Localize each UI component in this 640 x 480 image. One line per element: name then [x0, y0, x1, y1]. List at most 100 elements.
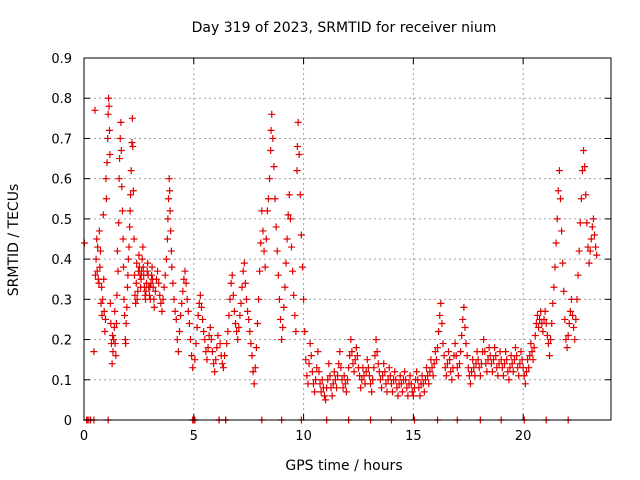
data-point — [574, 271, 582, 279]
x-tick-label: 10 — [295, 429, 312, 444]
data-point — [593, 251, 601, 259]
data-point — [90, 348, 98, 356]
data-point — [166, 207, 174, 215]
y-tick-labels: 0 0.1 0.2 0.3 0.4 0.5 0.6 0.7 0.8 0.9 — [51, 52, 72, 429]
data-point — [143, 267, 151, 275]
data-point — [527, 340, 535, 348]
data-point — [91, 271, 99, 279]
data-point — [105, 126, 113, 134]
data-point — [347, 336, 355, 344]
data-point — [178, 299, 186, 307]
data-point — [118, 207, 126, 215]
data-point — [111, 340, 119, 348]
data-point — [564, 332, 572, 340]
data-point — [203, 356, 211, 364]
data-point — [386, 372, 394, 380]
data-point — [540, 315, 548, 323]
data-point — [306, 340, 314, 348]
data-point — [195, 299, 203, 307]
data-point — [183, 295, 191, 303]
data-point — [581, 163, 589, 171]
data-point — [250, 380, 258, 388]
data-point — [165, 175, 173, 183]
data-point — [460, 303, 468, 311]
data-point — [350, 368, 358, 376]
data-point — [362, 368, 370, 376]
data-point — [441, 364, 449, 372]
data-point — [585, 259, 593, 267]
data-point — [325, 360, 333, 368]
data-point — [154, 267, 162, 275]
data-point — [544, 340, 552, 348]
data-point — [247, 340, 255, 348]
data-point — [345, 364, 353, 372]
data-point — [279, 323, 287, 331]
data-point — [112, 319, 120, 327]
data-point — [402, 376, 410, 384]
data-point — [351, 356, 359, 364]
y-tick-label: 0.8 — [51, 92, 72, 107]
data-point — [126, 223, 134, 231]
data-point — [505, 376, 513, 384]
data-point — [398, 388, 406, 396]
data-point — [488, 368, 496, 376]
data-point — [188, 352, 196, 360]
data-point — [560, 287, 568, 295]
data-point — [157, 299, 165, 307]
data-point — [204, 344, 212, 352]
data-point — [133, 295, 141, 303]
data-point — [228, 271, 236, 279]
data-point — [281, 283, 289, 291]
data-point — [235, 323, 243, 331]
data-point — [300, 295, 308, 303]
data-point — [511, 344, 519, 352]
data-point — [393, 384, 401, 392]
data-point — [415, 384, 423, 392]
data-point — [498, 364, 506, 372]
data-point — [516, 360, 524, 368]
data-point — [333, 384, 341, 392]
data-point — [335, 360, 343, 368]
data-point — [234, 336, 242, 344]
data-point — [255, 295, 263, 303]
data-point — [232, 319, 240, 327]
data-point — [138, 255, 146, 263]
data-point — [346, 352, 354, 360]
data-point — [117, 118, 125, 126]
data-point — [558, 227, 566, 235]
data-point — [252, 344, 260, 352]
data-point — [550, 283, 558, 291]
data-point — [431, 348, 439, 356]
data-point — [104, 110, 112, 118]
data-point — [298, 263, 306, 271]
data-point — [588, 223, 596, 231]
data-point — [420, 388, 428, 396]
data-point — [575, 247, 583, 255]
data-point — [455, 360, 463, 368]
data-point — [103, 159, 111, 167]
y-tick-label: 0.9 — [51, 52, 72, 67]
data-point — [573, 295, 581, 303]
data-point — [457, 348, 465, 356]
data-point — [160, 283, 168, 291]
data-point — [425, 380, 433, 388]
data-point — [370, 364, 378, 372]
data-point — [200, 328, 208, 336]
data-point — [116, 155, 124, 163]
data-point — [202, 348, 210, 356]
data-point — [256, 267, 264, 275]
data-point — [238, 283, 246, 291]
data-point — [368, 388, 376, 396]
data-point — [421, 376, 429, 384]
data-point — [394, 392, 402, 400]
data-point — [317, 388, 325, 396]
data-point — [491, 344, 499, 352]
data-point — [571, 336, 579, 344]
data-point — [135, 251, 143, 259]
data-point — [476, 372, 484, 380]
data-point — [219, 364, 227, 372]
data-point — [193, 323, 201, 331]
data-point — [508, 360, 516, 368]
data-point — [391, 368, 399, 376]
data-point — [576, 219, 584, 227]
